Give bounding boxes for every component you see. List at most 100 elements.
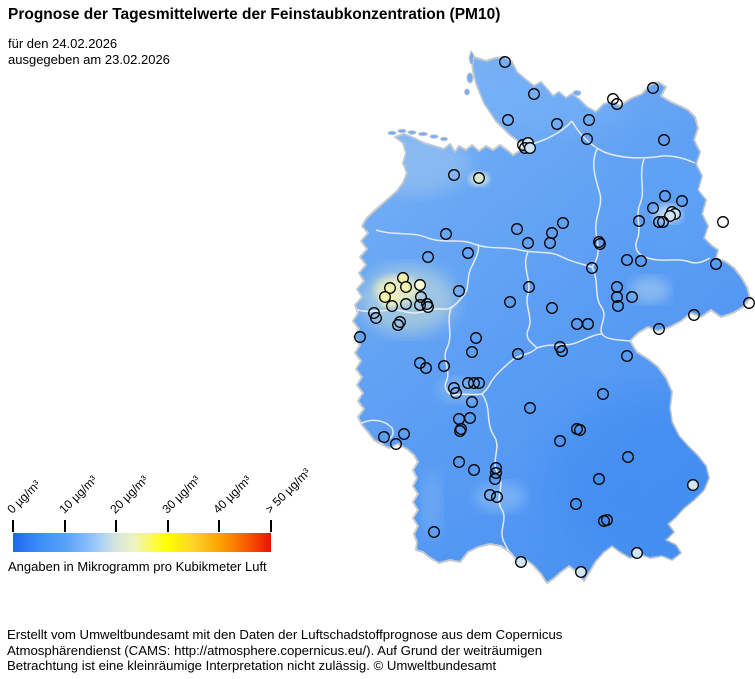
legend-gradient-bar xyxy=(13,533,271,552)
station-marker xyxy=(631,547,643,559)
station-marker xyxy=(354,331,366,343)
station-markers xyxy=(354,56,755,578)
station-marker xyxy=(743,297,755,309)
station-marker xyxy=(633,215,645,227)
station-marker xyxy=(473,377,485,389)
legend-tick-label: 20 µg/m³ xyxy=(107,472,152,517)
legend-tick-label: > 50 µg/m³ xyxy=(262,465,314,517)
station-marker xyxy=(594,238,606,250)
station-marker xyxy=(466,346,478,358)
germany-map-svg xyxy=(352,49,755,584)
station-marker xyxy=(611,291,623,303)
station-marker xyxy=(658,134,670,146)
station-marker xyxy=(453,456,465,468)
station-marker xyxy=(462,247,474,259)
station-marker xyxy=(468,377,480,389)
station-marker xyxy=(556,345,568,357)
legend-tick xyxy=(270,520,272,532)
station-marker xyxy=(415,291,427,303)
station-marker xyxy=(621,254,633,266)
station-marker xyxy=(557,217,569,229)
legend-tick xyxy=(166,520,169,532)
station-marker xyxy=(710,258,722,270)
station-marker xyxy=(440,228,452,240)
station-marker xyxy=(511,223,523,235)
station-marker xyxy=(622,451,634,463)
legend-tick-label: 10 µg/m³ xyxy=(55,472,100,517)
legend-tick xyxy=(12,520,14,532)
station-marker xyxy=(368,307,380,319)
station-marker xyxy=(593,473,605,485)
station-marker xyxy=(524,142,536,154)
legend-tick xyxy=(63,520,66,532)
station-marker xyxy=(647,82,659,94)
station-marker xyxy=(379,291,391,303)
station-marker xyxy=(370,312,382,324)
station-marker xyxy=(414,299,426,311)
station-marker xyxy=(586,262,598,274)
station-marker xyxy=(612,300,624,312)
legend-tick xyxy=(115,520,118,532)
station-marker xyxy=(659,190,671,202)
station-marker xyxy=(499,56,511,68)
station-marker xyxy=(544,237,556,249)
station-marker xyxy=(717,216,729,228)
page-title: Prognose der Tagesmittelwerte der Feinst… xyxy=(8,6,501,23)
footer-note: Erstellt vom Umweltbundesamt mit den Dat… xyxy=(7,627,562,674)
legend-tick-label: 0 µg/m³ xyxy=(4,477,44,517)
station-marker xyxy=(489,473,501,485)
footer-line-2: Atmosphärendienst (CAMS: http://atmosphe… xyxy=(7,642,543,658)
station-marker xyxy=(635,255,647,267)
station-marker xyxy=(504,296,516,308)
station-marker xyxy=(398,428,410,440)
station-marker xyxy=(470,332,482,344)
station-marker xyxy=(653,323,665,335)
station-marker xyxy=(598,515,610,527)
islands xyxy=(387,49,582,142)
station-marker xyxy=(583,114,595,126)
station-marker xyxy=(621,350,633,362)
station-marker xyxy=(484,489,496,501)
station-marker xyxy=(528,88,540,100)
station-marker xyxy=(490,467,502,479)
station-marker xyxy=(414,279,426,291)
station-marker xyxy=(392,319,404,331)
station-marker xyxy=(400,281,412,293)
station-marker xyxy=(597,388,609,400)
station-marker xyxy=(394,316,406,328)
forecast-date: für den 24.02.2026 xyxy=(8,36,118,51)
station-marker xyxy=(626,291,638,303)
station-marker xyxy=(448,169,460,181)
station-marker xyxy=(522,237,534,249)
station-marker xyxy=(688,309,700,321)
station-marker xyxy=(473,172,485,184)
legend-caption: Angaben in Mikrogramm pro Kubikmeter Luf… xyxy=(8,559,267,574)
station-marker xyxy=(524,402,536,414)
station-marker xyxy=(582,318,594,330)
station-marker xyxy=(676,195,688,207)
station-marker xyxy=(384,282,396,294)
station-marker xyxy=(421,298,433,310)
station-marker xyxy=(400,298,412,310)
station-marker xyxy=(448,382,460,394)
legend-tick xyxy=(218,520,221,532)
footer-line-1: Erstellt vom Umweltbundesamt mit den Dat… xyxy=(7,627,563,642)
station-marker xyxy=(502,114,514,126)
station-marker xyxy=(378,431,390,443)
station-marker xyxy=(390,438,402,450)
station-marker xyxy=(428,526,440,538)
station-marker xyxy=(491,491,503,503)
footer-line-3: Betrachtung ist eine kleinräumige Interp… xyxy=(7,658,497,673)
station-marker xyxy=(512,348,524,360)
legend-tick-label: 40 µg/m³ xyxy=(210,472,255,517)
station-marker xyxy=(657,216,669,228)
station-marker xyxy=(575,566,587,578)
legend-tick-label: 30 µg/m³ xyxy=(159,472,203,517)
station-marker xyxy=(523,281,535,293)
station-marker xyxy=(647,202,659,214)
station-marker xyxy=(581,133,593,145)
station-marker xyxy=(570,498,582,510)
station-marker xyxy=(546,302,558,314)
station-marker xyxy=(468,464,480,476)
